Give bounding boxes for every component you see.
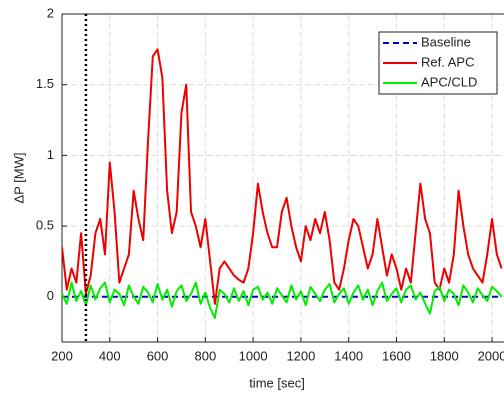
x-tick-label: 600 <box>147 348 169 363</box>
x-tick-label: 1200 <box>286 348 315 363</box>
legend-label: Baseline <box>421 34 471 49</box>
y-tick-label: 2 <box>47 5 54 20</box>
y-tick-label: 1 <box>47 147 54 162</box>
x-axis-label: time [sec] <box>249 375 305 390</box>
x-tick-label: 1000 <box>239 348 268 363</box>
x-tick-label: 1600 <box>382 348 411 363</box>
x-tick-label: 2000 <box>478 348 504 363</box>
series-line <box>62 48 503 305</box>
x-tick-label: 400 <box>99 348 121 363</box>
legend-label: APC/CLD <box>421 74 477 89</box>
x-tick-label: 800 <box>194 348 216 363</box>
plot-area <box>62 48 503 319</box>
legend-label: Ref. APC <box>421 54 474 69</box>
x-tick-label: 1400 <box>334 348 363 363</box>
y-axis-label: ΔP [MW] <box>11 152 26 203</box>
y-tick-label: 1.5 <box>36 76 54 91</box>
y-tick-label: 0 <box>47 288 54 303</box>
y-tick-label: 0.5 <box>36 218 54 233</box>
x-tick-label: 200 <box>51 348 73 363</box>
x-tick-label: 1800 <box>430 348 459 363</box>
series-line <box>62 281 503 319</box>
